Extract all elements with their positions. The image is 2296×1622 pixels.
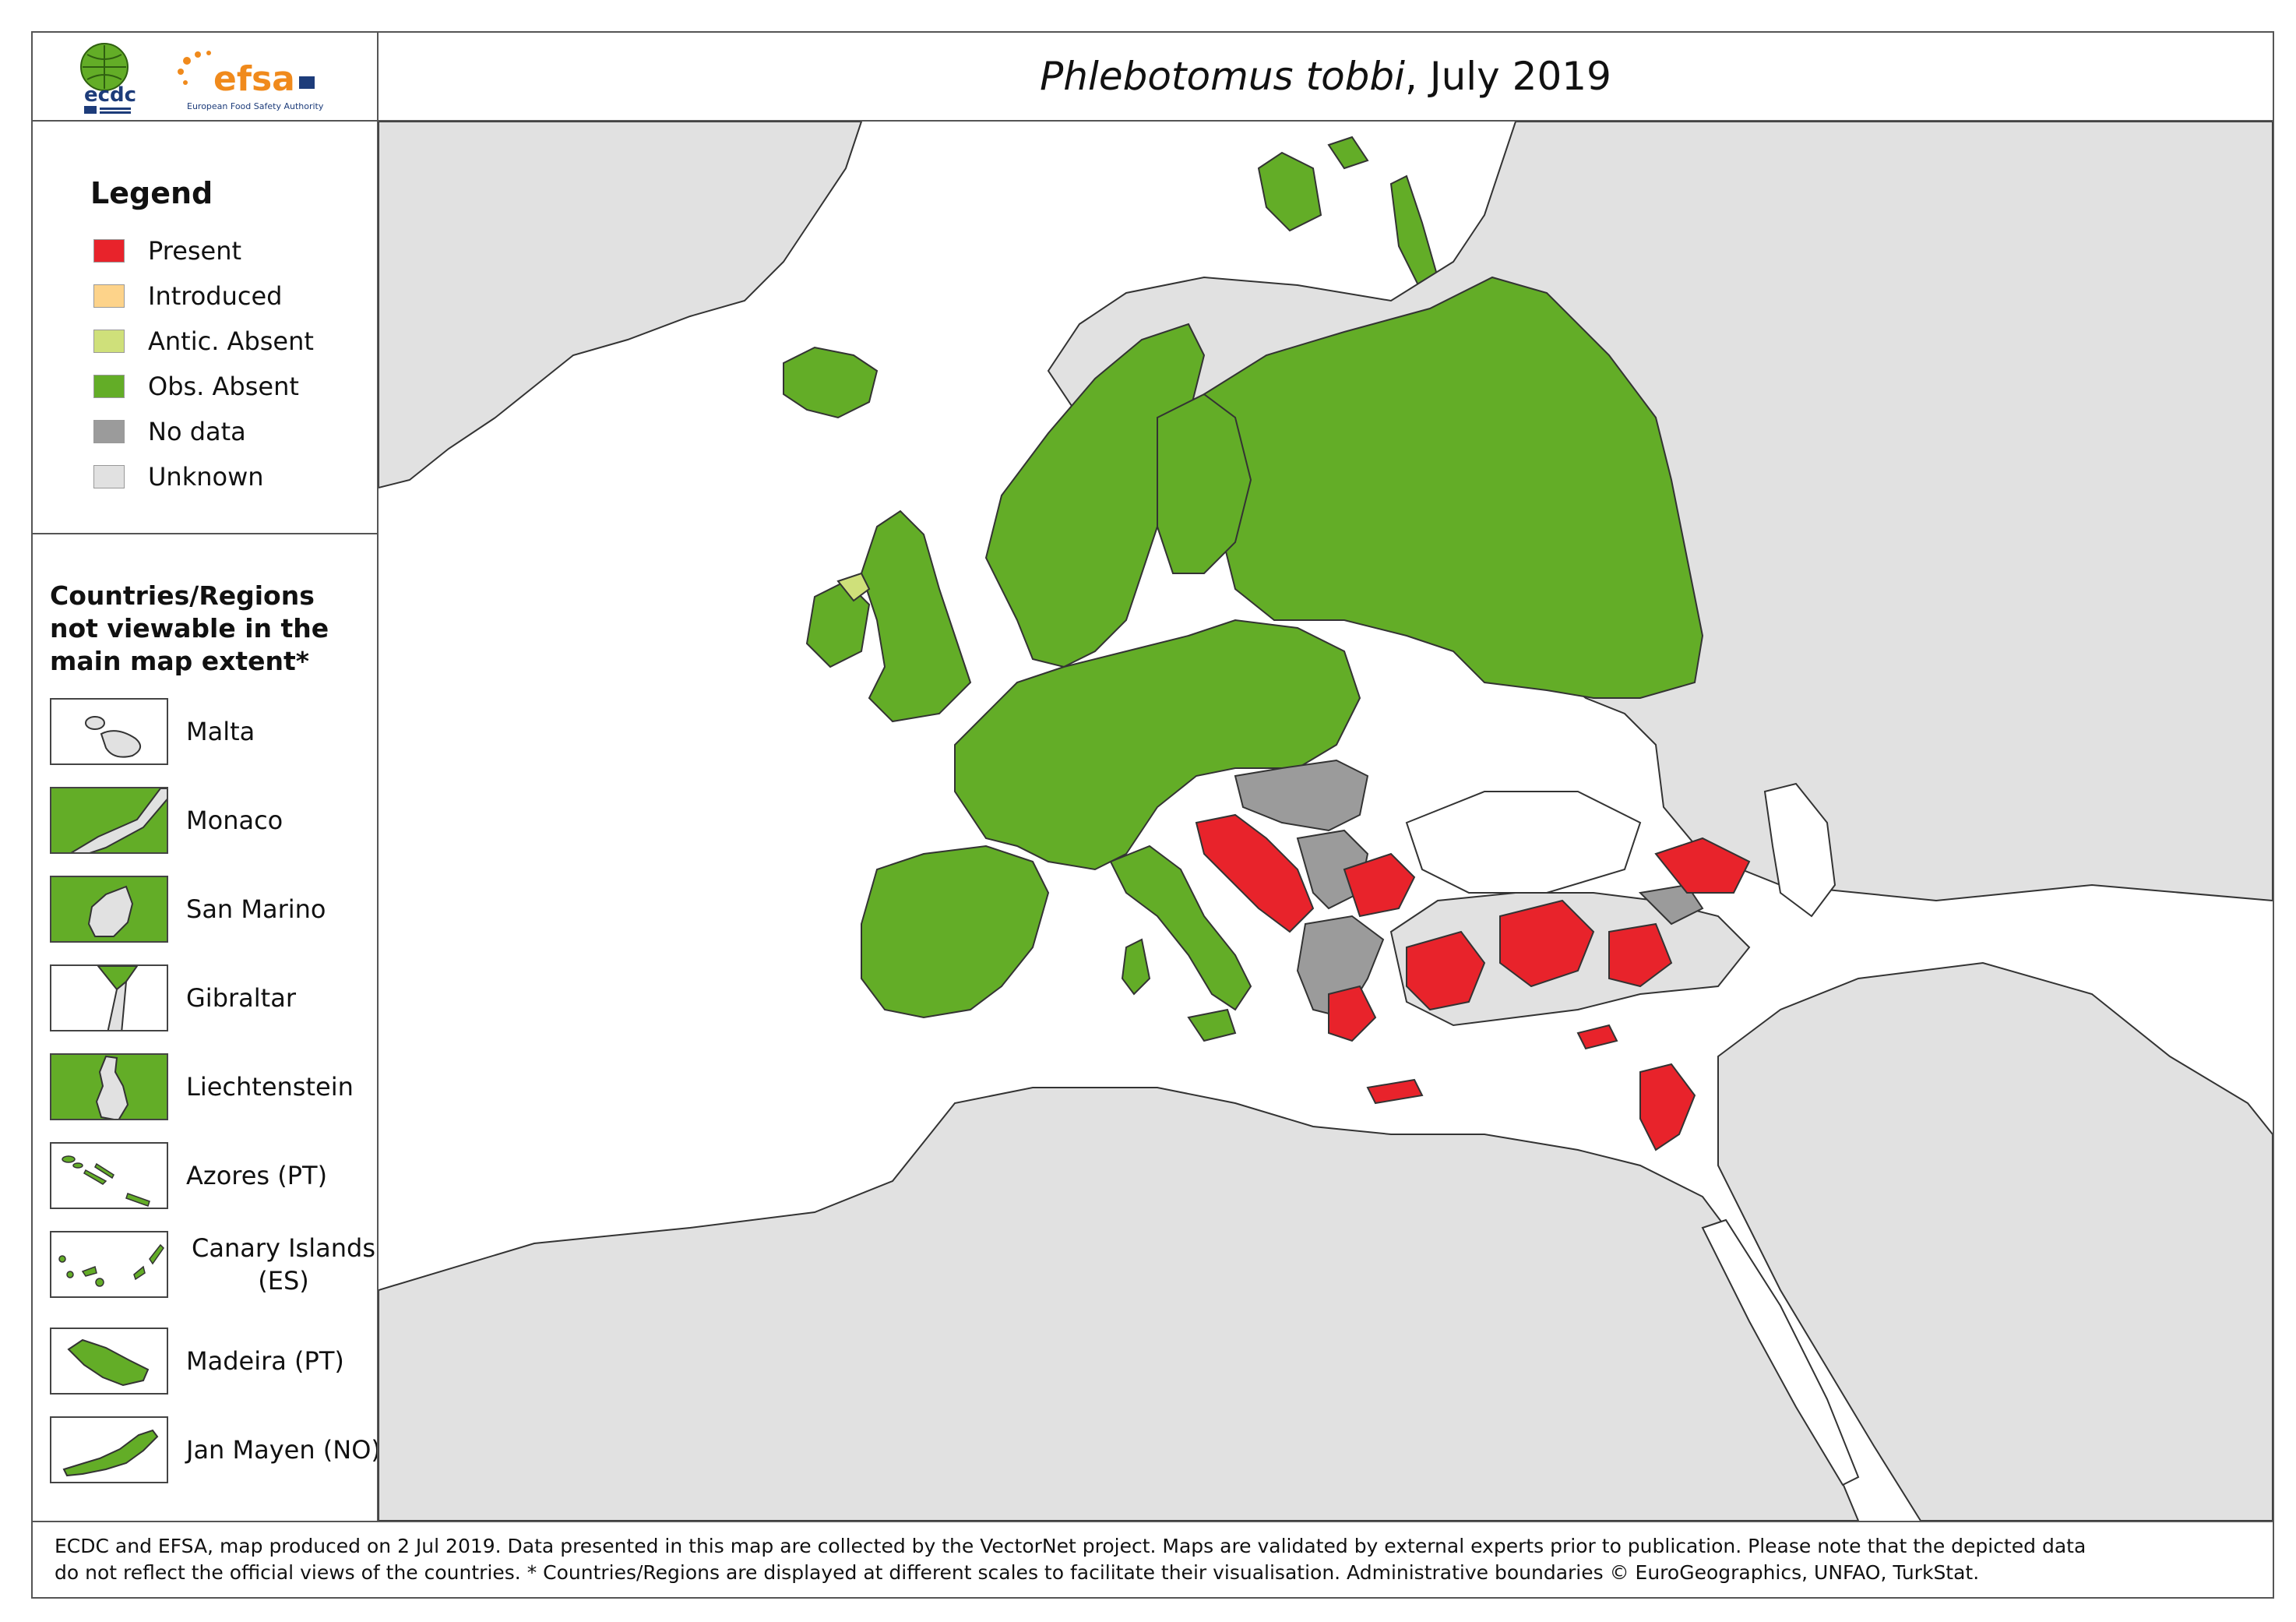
legend-swatch [93, 420, 125, 443]
inset-thumb [50, 876, 168, 943]
inset-malta: Malta [50, 698, 377, 768]
region-west-central-europe [954, 619, 1361, 871]
logo-area: ecdc efsa European Food Safety Authority [31, 31, 379, 122]
legend-label: Obs. Absent [148, 372, 299, 401]
footer-line: ECDC and EFSA, map produced on 2 Jul 201… [55, 1535, 2086, 1557]
legend-label: Present [148, 236, 242, 266]
region-svalbard [1257, 151, 1322, 232]
region-turkey-no-data [1638, 883, 1704, 926]
region-black-sea [1405, 791, 1642, 894]
inset-label: Jan Mayen (NO) [186, 1435, 381, 1465]
legend: Legend Present Introduced Antic. Absent … [31, 120, 379, 534]
region-russia-west [1203, 276, 1704, 699]
legend-swatch [93, 465, 125, 488]
region-bulgaria-present [1343, 852, 1416, 918]
legend-swatch [93, 330, 125, 353]
inset-label: Liechtenstein [186, 1072, 354, 1102]
inset-label: Malta [186, 717, 255, 746]
legend-item-obs-absent: Obs. Absent [93, 372, 299, 401]
inset-azores: Azores (PT) [50, 1142, 377, 1212]
legend-item-unknown: Unknown [93, 462, 264, 492]
region-finland [1157, 393, 1252, 574]
inset-san-marino: San Marino [50, 876, 377, 946]
footer-note: ECDC and EFSA, map produced on 2 Jul 201… [31, 1521, 2274, 1599]
inset-thumb [50, 787, 168, 854]
region-levant [1639, 1063, 1696, 1151]
main-map[interactable] [377, 120, 2274, 1522]
legend-item-no-data: No data [93, 417, 246, 446]
inset-label: Canary Islands (ES) [192, 1233, 375, 1296]
inset-thumb [50, 1231, 168, 1298]
region-caucasus [1654, 837, 1751, 894]
inset-madeira: Madeira (PT) [50, 1328, 377, 1398]
inset-heading: Countries/Regions not viewable in the ma… [50, 580, 329, 678]
legend-label: Antic. Absent [148, 326, 314, 356]
inset-thumb [50, 1142, 168, 1209]
europe-map [379, 122, 2273, 1521]
region-franz-josef [1327, 136, 1369, 170]
region-iberia [861, 844, 1050, 1019]
region-turkey-present-central [1499, 899, 1595, 988]
footer-line: do not reflect the official views of the… [55, 1561, 1980, 1584]
legend-item-antic-absent: Antic. Absent [93, 326, 314, 356]
map-title: Phlebotomus tobbi, July 2019 [377, 31, 2274, 122]
efsa-subtitle: European Food Safety Authority [187, 101, 324, 111]
inset-label: Azores (PT) [186, 1161, 328, 1190]
region-sardinia [1121, 938, 1151, 996]
title-species: Phlebotomus tobbi [1040, 54, 1406, 99]
inset-heading-line: main map extent* [50, 646, 310, 676]
inset-heading-line: Countries/Regions [50, 580, 315, 611]
title-date: , July 2019 [1405, 54, 1611, 99]
region-greece-present [1328, 985, 1377, 1042]
legend-swatch [93, 239, 125, 263]
inset-thumb [50, 1053, 168, 1120]
inset-thumb [50, 1328, 168, 1395]
legend-item-present: Present [93, 236, 242, 266]
inset-label: San Marino [186, 894, 326, 924]
region-balkans-present [1195, 813, 1315, 933]
legend-swatch [93, 375, 125, 398]
inset-canary-islands: Canary Islands (ES) [50, 1231, 377, 1301]
legend-label: Unknown [148, 462, 264, 492]
region-italy [1109, 844, 1252, 1011]
region-greenland [379, 122, 863, 489]
legend-label: Introduced [148, 281, 283, 311]
inset-label: Gibraltar [186, 983, 296, 1013]
inset-label: Madeira (PT) [186, 1346, 344, 1376]
inset-panel: Countries/Regions not viewable in the ma… [31, 533, 381, 1522]
region-turkey-present-west [1406, 930, 1486, 1011]
inset-liechtenstein: Liechtenstein [50, 1053, 377, 1123]
efsa-stars-icon [178, 51, 211, 85]
region-crete [1366, 1078, 1424, 1105]
region-north-africa [379, 1087, 1860, 1521]
region-turkey-present-east [1608, 922, 1673, 988]
inset-thumb [50, 1416, 168, 1483]
region-arabia [1717, 961, 2273, 1521]
region-sicily [1187, 1008, 1237, 1042]
ecdc-logo-text: ecdc [84, 83, 136, 107]
inset-thumb [50, 964, 168, 1031]
legend-item-introduced: Introduced [93, 281, 283, 311]
legend-swatch [93, 284, 125, 308]
inset-heading-line: not viewable in the [50, 613, 329, 644]
region-iceland [783, 346, 879, 419]
region-cyprus [1576, 1024, 1618, 1050]
region-northern-ireland [836, 572, 871, 602]
inset-label: Monaco [186, 806, 283, 835]
inset-jan-mayen: Jan Mayen (NO) [50, 1416, 381, 1486]
region-red-sea [1701, 1218, 1860, 1486]
region-caspian-sea [1763, 782, 1836, 918]
ecdc-logo: ecdc efsa European Food Safety Authority [80, 43, 324, 114]
inset-gibraltar: Gibraltar [50, 964, 377, 1035]
inset-thumb [50, 698, 168, 765]
region-no-data-pannonia [1234, 759, 1369, 832]
efsa-logo-text: efsa [213, 59, 295, 99]
region-great-britain [860, 510, 972, 723]
legend-label: No data [148, 417, 246, 446]
inset-monaco: Monaco [50, 787, 377, 857]
legend-title: Legend [90, 176, 213, 210]
